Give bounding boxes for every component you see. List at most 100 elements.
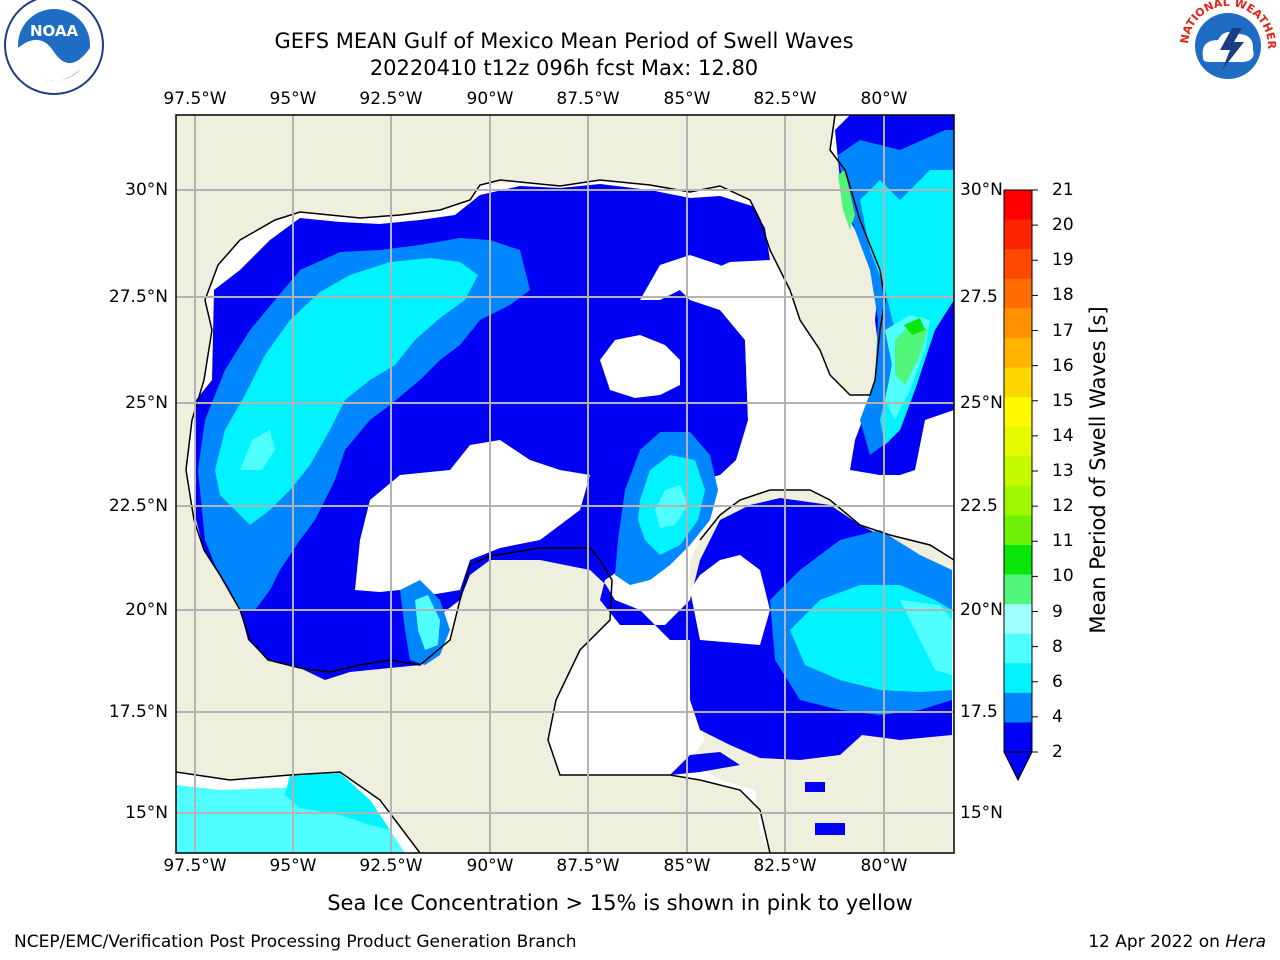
colorbar-segment (1004, 485, 1032, 516)
swell-green-atlantic (895, 320, 928, 385)
noaa-logo-text: NOAA (30, 22, 79, 40)
map-title: GEFS MEAN Gulf of Mexico Mean Period of … (274, 29, 854, 53)
colorbar-segment (1004, 456, 1032, 487)
colorbar-segment (1004, 278, 1032, 309)
colorbar-extend-arrow (1003, 751, 1033, 782)
lon-tick-top: 92.5°W (359, 89, 423, 109)
lat-tick-left: 22.5°N (108, 496, 168, 516)
colorbar-tick-label: 16 (1052, 355, 1074, 376)
swell-light-caribbean (900, 600, 952, 675)
lon-tick-top: 87.5°W (556, 89, 620, 109)
swell-gap-2 (600, 335, 680, 398)
map-frame (175, 114, 955, 854)
swell-cyan-pacific (285, 773, 390, 830)
lon-tick-top: 97.5°W (163, 89, 227, 109)
colorbar-tick-label: 13 (1052, 461, 1074, 481)
colorbar-tick-label: 10 (1052, 566, 1074, 587)
footer-host: Hera (1225, 932, 1266, 952)
colorbar-segment (1004, 426, 1032, 457)
colorbar-segment (1004, 692, 1032, 723)
swell-blue-patch-2 (805, 782, 825, 792)
colorbar-tick-label: 6 (1052, 671, 1063, 692)
colorbar-segment (1004, 544, 1032, 576)
lon-tick-top: 82.5°W (753, 89, 817, 109)
colorbar (1003, 189, 1038, 782)
lon-tick-top: 85°W (663, 89, 711, 109)
colorbar-segment (1004, 574, 1032, 605)
colorbar-segment (1004, 337, 1032, 368)
colorbar-tick-label: 15 (1052, 390, 1074, 411)
lon-tick-top: 80°W (860, 89, 908, 109)
colorbar-tick-label: 20 (1052, 215, 1074, 236)
swell-green-florida (838, 170, 855, 230)
colorbar-segment (1004, 722, 1032, 753)
colorbar-segment (1004, 397, 1032, 428)
coastline-gulf (176, 115, 954, 853)
lon-tick-bottom: 97.5°W (163, 856, 227, 876)
swell-darkgreen-atlantic (904, 318, 925, 335)
swell-gap-4 (690, 555, 770, 645)
lat-tick-right: 22.5 (960, 496, 998, 516)
lat-tick-left: 30°N (125, 180, 168, 200)
lon-tick-top: 95°W (269, 89, 317, 109)
lon-tick-bottom: 92.5°W (359, 856, 423, 876)
lat-tick-left: 15°N (125, 803, 168, 823)
map-subtitle: 20220410 t12z 096h fcst Max: 12.80 (369, 56, 759, 80)
colorbar-segment (1004, 190, 1032, 221)
swell-gap-3 (640, 255, 765, 480)
swell-gap-1 (355, 440, 590, 595)
lat-tick-left: 25°N (125, 393, 168, 413)
lon-tick-bottom: 90°W (466, 856, 514, 876)
footer-credit: NCEP/EMC/Verification Post Processing Pr… (14, 932, 577, 952)
colorbar-segment (1004, 663, 1032, 694)
lon-tick-bottom: 85°W (663, 856, 711, 876)
colorbar-tick-label: 19 (1052, 250, 1074, 271)
colorbar-tick-label: 8 (1052, 636, 1063, 657)
colorbar-segment (1004, 604, 1032, 635)
colorbar-tick-label: 12 (1052, 496, 1074, 517)
map-area (176, 115, 954, 853)
colorbar-tick-label: 11 (1052, 531, 1074, 552)
lat-tick-right: 15°N (960, 803, 1003, 823)
lon-tick-bottom: 95°W (269, 856, 317, 876)
colorbar-tick-label: 21 (1052, 180, 1074, 200)
lat-tick-right: 25°N (960, 393, 1003, 413)
lon-tick-bottom: 82.5°W (753, 856, 817, 876)
lat-tick-left: 17.5°N (108, 702, 168, 722)
lon-tick-bottom: 87.5°W (556, 856, 620, 876)
swell-mid-west (198, 238, 530, 610)
lon-tick-bottom: 80°W (860, 856, 908, 876)
swell-light-campeche (415, 595, 440, 650)
footer-date: 12 Apr 2022 on Hera (1088, 932, 1266, 952)
swell-blue-patch-1 (815, 823, 845, 835)
colorbar-segment (1004, 308, 1032, 339)
colorbar-label: Mean Period of Swell Waves [s] (1086, 306, 1110, 634)
lat-tick-right: 17.5 (960, 702, 998, 722)
lat-tick-left: 27.5°N (108, 287, 168, 307)
lat-tick-right: 27.5 (960, 287, 998, 307)
colorbar-tick-label: 18 (1052, 285, 1074, 306)
colorbar-tick-label: 14 (1052, 425, 1074, 446)
sea-ice-note: Sea Ice Concentration > 15% is shown in … (327, 891, 913, 915)
swell-light-west (240, 430, 275, 470)
noaa-logo-icon: NOAA (4, 0, 104, 95)
colorbar-segment (1004, 219, 1032, 250)
swell-cyan-west (215, 258, 478, 525)
colorbar-segment (1004, 367, 1032, 398)
colorbar-tick-label: 9 (1052, 601, 1063, 622)
colorbar-tick-label: 4 (1052, 706, 1063, 727)
colorbar-segment (1004, 249, 1032, 280)
lon-tick-top: 90°W (466, 89, 514, 109)
colorbar-tick-label: 2 (1052, 742, 1063, 762)
footer-date-text: 12 Apr 2022 on (1088, 932, 1220, 952)
colorbar-tick-label: 17 (1052, 320, 1074, 341)
lat-tick-right: 20°N (960, 600, 1003, 620)
swell-wave-layer (176, 115, 954, 853)
lat-tick-left: 20°N (125, 600, 168, 620)
colorbar-segment (1004, 515, 1032, 546)
graticule (176, 115, 954, 853)
colorbar-segment (1004, 633, 1032, 664)
lat-tick-right: 30°N (960, 180, 1003, 200)
